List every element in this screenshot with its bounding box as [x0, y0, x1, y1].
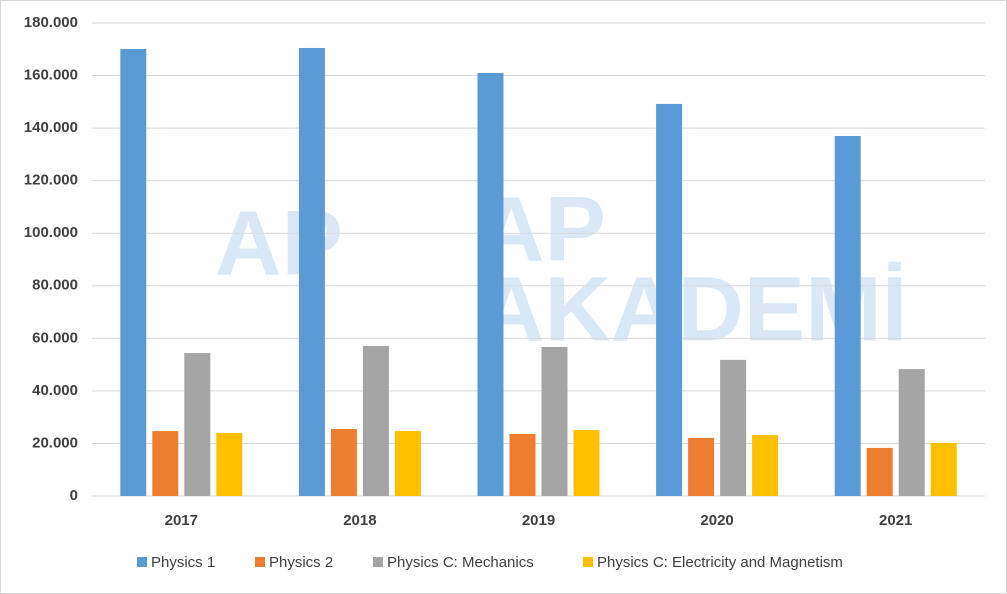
- y-tick-label: 0: [70, 487, 78, 504]
- y-tick-label: 80.000: [32, 277, 78, 294]
- legend-swatch: [583, 557, 593, 567]
- bar: [688, 437, 715, 496]
- x-tick-label: 2018: [343, 512, 376, 529]
- y-tick-label: 60.000: [32, 329, 78, 346]
- bar: [898, 369, 925, 496]
- x-tick-label: 2020: [700, 512, 733, 529]
- legend-label: Physics 2: [269, 554, 333, 571]
- bar: [394, 431, 421, 496]
- y-tick-label: 140.000: [24, 119, 78, 136]
- bar: [752, 435, 779, 496]
- bar: [216, 432, 243, 496]
- legend-swatch: [255, 557, 265, 567]
- bar: [573, 430, 600, 496]
- x-tick-label: 2019: [522, 512, 555, 529]
- bar: [477, 72, 504, 496]
- legend-label: Physics C: Mechanics: [387, 554, 534, 571]
- legend-label: Physics C: Electricity and Magnetism: [597, 554, 843, 571]
- y-tick-label: 40.000: [32, 382, 78, 399]
- y-tick-label: 160.000: [24, 67, 78, 84]
- y-tick-label: 20.000: [32, 434, 78, 451]
- x-tick-label: 2017: [165, 512, 198, 529]
- bar: [298, 47, 325, 496]
- bar: [656, 103, 683, 497]
- x-tick-label: 2021: [879, 512, 912, 529]
- y-tick-label: 120.000: [24, 172, 78, 189]
- bar: [120, 49, 147, 496]
- legend-label: Physics 1: [151, 554, 215, 571]
- bar: [930, 442, 957, 496]
- legend-swatch: [137, 557, 147, 567]
- bar: [362, 345, 389, 496]
- bar: [184, 353, 211, 496]
- bar: [720, 359, 747, 496]
- bar: [152, 431, 179, 496]
- bar: [834, 135, 861, 496]
- y-tick-label: 100.000: [24, 224, 78, 241]
- legend-swatch: [373, 557, 383, 567]
- bar: [541, 347, 568, 496]
- bar: [330, 428, 357, 496]
- y-tick-label: 180.000: [24, 14, 78, 31]
- bar: [866, 447, 893, 496]
- bar: [509, 433, 536, 496]
